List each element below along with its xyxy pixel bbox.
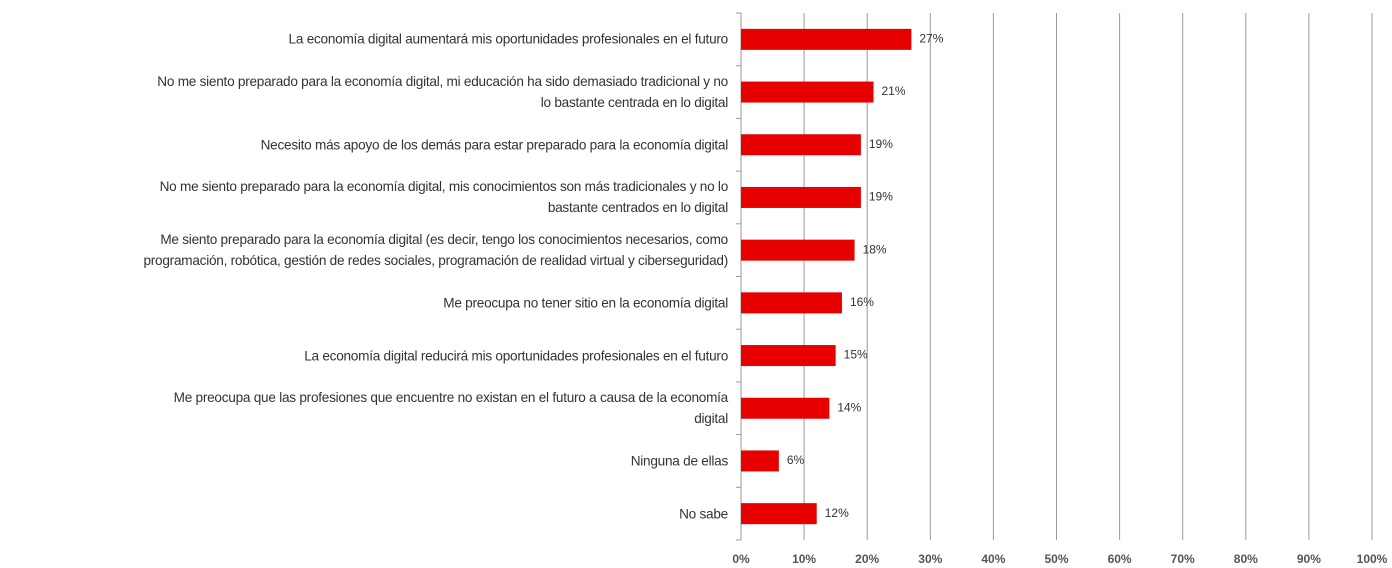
bar — [741, 134, 861, 156]
value-label: 14% — [837, 400, 861, 414]
bar — [741, 503, 817, 525]
bar — [741, 450, 779, 472]
x-tick-label: 100% — [1357, 552, 1388, 566]
x-tick-label: 80% — [1234, 552, 1258, 566]
y-tick-label: Me preocupa que las profesiones que encu… — [173, 390, 729, 427]
x-tick-label: 40% — [981, 552, 1005, 566]
value-label: 18% — [863, 242, 887, 256]
value-label: 21% — [882, 84, 906, 98]
value-label: 19% — [869, 190, 893, 204]
bar — [741, 345, 836, 367]
x-tick-label: 70% — [1171, 552, 1195, 566]
x-tick-label: 50% — [1044, 552, 1068, 566]
value-label: 16% — [850, 295, 874, 309]
x-tick-label: 30% — [918, 552, 942, 566]
y-tick-label: No me siento preparado para la economía … — [157, 74, 728, 111]
y-tick-label: La economía digital aumentará mis oportu… — [288, 31, 729, 47]
y-tick-label: No sabe — [679, 506, 728, 522]
value-label: 27% — [919, 32, 943, 46]
value-label: 6% — [787, 453, 805, 467]
y-tick-label: La economía digital reducirá mis oportun… — [304, 348, 728, 364]
value-label: 15% — [844, 348, 868, 362]
y-tick-label: Ninguna de ellas — [630, 453, 729, 469]
value-label: 19% — [869, 137, 893, 151]
x-tick-label: 20% — [855, 552, 879, 566]
bar — [741, 397, 830, 419]
y-tick-label: No me siento preparado para la economía … — [159, 179, 729, 216]
x-tick-label: 60% — [1108, 552, 1132, 566]
value-label: 12% — [825, 506, 849, 520]
y-tick-label: Necesito más apoyo de los demás para est… — [260, 137, 729, 153]
x-tick-label: 90% — [1297, 552, 1321, 566]
y-tick-label: Me siento preparado para la economía dig… — [143, 232, 728, 269]
bar — [741, 239, 855, 261]
bar — [741, 292, 842, 314]
bar — [741, 186, 861, 208]
x-tick-label: 10% — [792, 552, 816, 566]
x-tick-label: 0% — [732, 552, 750, 566]
bar — [741, 81, 874, 103]
y-tick-label: Me preocupa no tener sitio en la economí… — [443, 295, 728, 311]
bar — [741, 28, 912, 50]
